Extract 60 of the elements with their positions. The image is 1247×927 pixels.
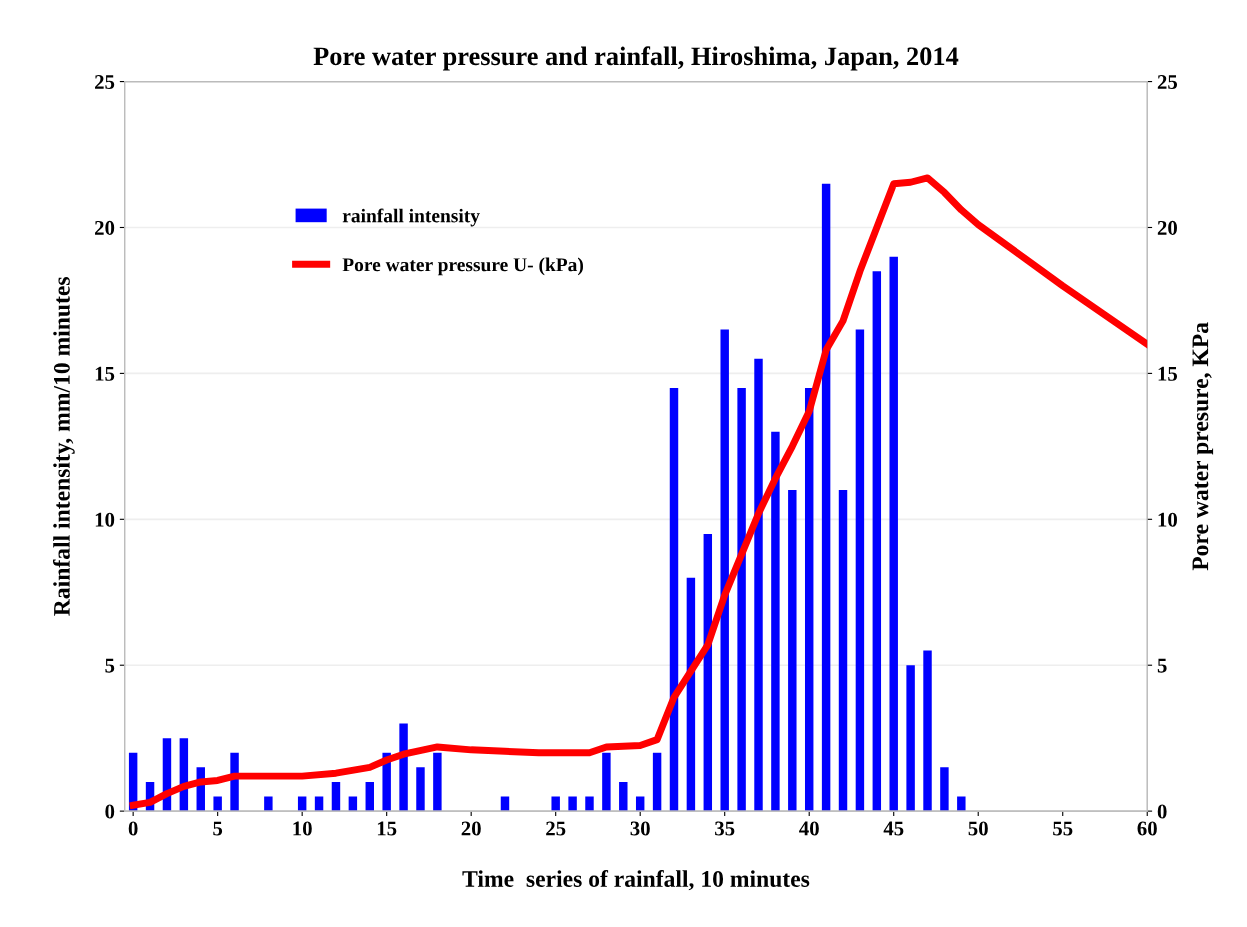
x-tick-label: 35 — [715, 821, 735, 836]
x-tick-label: 10 — [293, 821, 312, 836]
x-tick-label: 30 — [630, 821, 650, 836]
bar — [906, 665, 915, 812]
bar — [821, 183, 831, 812]
x-tick-label: 55 — [1053, 821, 1073, 836]
y2-tick-label: 5 — [1157, 658, 1167, 673]
y2-tick-label: 25 — [1157, 75, 1178, 90]
bar — [331, 781, 341, 812]
bar — [669, 387, 679, 812]
y-axis-title: Rainfall intensity, mm/10 minutes — [52, 277, 75, 616]
x-tick-label: 15 — [377, 821, 397, 836]
bar — [771, 431, 780, 812]
y2-tick-label: 10 — [1158, 512, 1177, 527]
x-tick-label: 40 — [799, 821, 819, 836]
bar — [433, 752, 442, 812]
y-tick-label: 15 — [95, 366, 115, 381]
y2-tick-label: 0 — [1157, 804, 1167, 819]
y-tick-label: 20 — [95, 220, 115, 235]
y-tick-label: 0 — [105, 804, 115, 819]
y2-tick-label: 20 — [1157, 220, 1177, 235]
x-tick-label: 50 — [968, 821, 988, 836]
legend-label: rainfall intensity — [342, 208, 480, 227]
chart-title: Pore water pressure and rainfall, Hiroshima, Japan, 2014 — [313, 46, 959, 71]
y2-tick-label: 15 — [1158, 366, 1178, 381]
bar — [838, 490, 848, 812]
y-tick-label: 10 — [95, 512, 115, 527]
bar — [585, 796, 594, 812]
bar — [957, 796, 966, 812]
bar — [754, 358, 763, 812]
bar — [855, 329, 865, 812]
bar — [940, 767, 949, 812]
y-tick-label: 5 — [105, 658, 115, 673]
bar — [365, 781, 374, 812]
bar — [416, 767, 425, 812]
bar — [923, 650, 932, 812]
bar — [737, 387, 746, 812]
x-tick-label: 60 — [1137, 821, 1157, 836]
bar — [652, 752, 662, 812]
bar — [872, 271, 882, 812]
x-axis-title: Time series of rainfall, 10 minutes — [462, 870, 810, 891]
bar — [399, 723, 408, 812]
x-tick-label: 45 — [883, 821, 904, 836]
bar — [804, 387, 814, 812]
y2-axis-title: Pore water presure, KPa — [1192, 322, 1214, 571]
x-tick-label: 20 — [461, 821, 481, 836]
y-tick-label: 25 — [95, 75, 115, 90]
bar — [889, 256, 898, 812]
bar — [568, 796, 577, 812]
x-tick-label: 0 — [128, 821, 138, 836]
bar — [619, 781, 628, 812]
legend-label: Pore water pressure U- (kPa) — [342, 257, 583, 276]
x-tick-label: 25 — [546, 821, 566, 836]
x-tick-label: 5 — [213, 821, 223, 836]
bar — [551, 796, 560, 812]
bar — [602, 752, 611, 812]
bar — [264, 796, 273, 812]
bar — [213, 796, 222, 812]
bar — [720, 329, 729, 812]
bar — [788, 490, 797, 812]
